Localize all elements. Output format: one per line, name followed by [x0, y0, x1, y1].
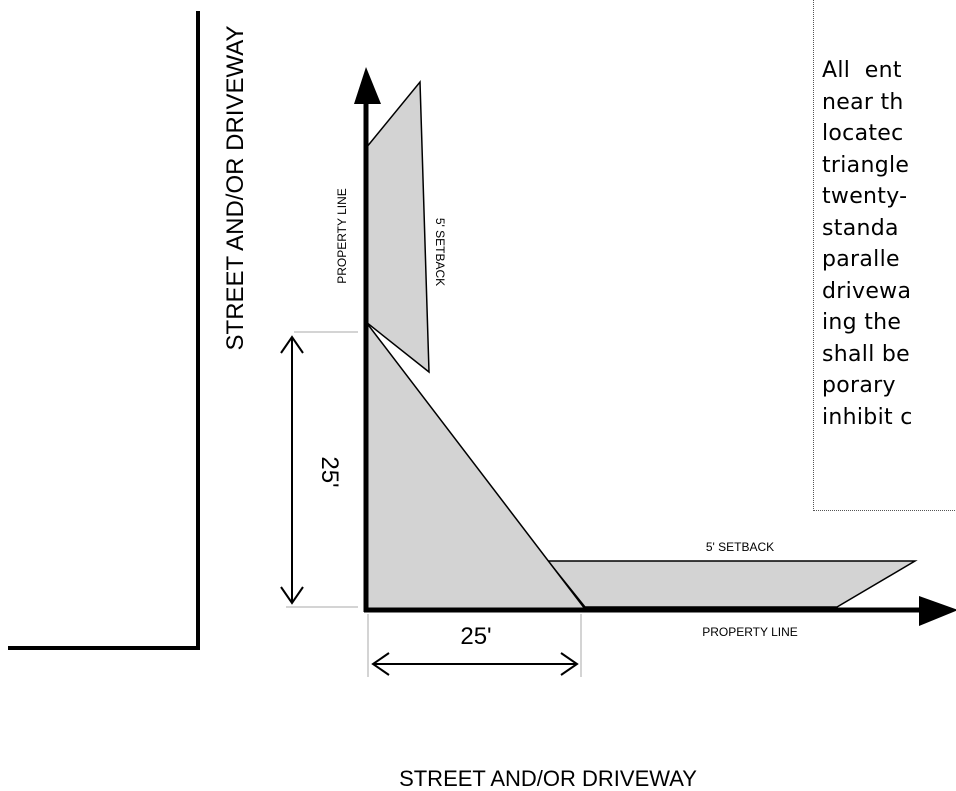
sight-triangle [365, 319, 587, 610]
note-line: drivewa [822, 278, 912, 304]
note-line: locatec [822, 121, 904, 146]
dim-arrowhead-right-icon [560, 652, 579, 676]
arrow-up-icon [354, 67, 381, 104]
vertical-setback-strip [365, 79, 430, 374]
note-line: All ent [822, 58, 902, 83]
street-edge-line [8, 11, 200, 650]
dim-label-horizontal: 25' [460, 623, 491, 650]
arrow-right-icon [919, 596, 956, 626]
note-line: inhibit c [822, 404, 913, 430]
note-line: ing the [822, 310, 902, 335]
note-line: twenty- [822, 184, 908, 209]
street-label-bottom: STREET AND/OR DRIVEWAY [399, 766, 697, 791]
dim-arrowhead-left-icon [371, 652, 390, 676]
note-line: near th [822, 89, 904, 115]
horizontal-setback-strip [546, 560, 918, 608]
note-text: All ent near th locatec triangle twenty-… [822, 55, 913, 433]
dim-arrowhead-top-icon [280, 335, 304, 354]
note-box: All ent near th locatec triangle twenty-… [813, 0, 956, 511]
dim-label-vertical: 25' [316, 456, 343, 487]
note-line: triangle [822, 152, 910, 178]
note-line: porary [822, 373, 896, 398]
note-line: paralle [822, 247, 900, 272]
property-line-label-vertical: PROPERTY LINE [335, 188, 349, 284]
setback-label-vertical: 5' SETBACK [433, 218, 447, 286]
property-line-label-horizontal: PROPERTY LINE [702, 625, 798, 639]
dim-arrowhead-bottom-icon [280, 586, 304, 605]
note-line: standa [822, 215, 899, 241]
note-line: shall be [822, 341, 911, 367]
setback-label-horizontal: 5' SETBACK [706, 540, 774, 554]
street-label-left: STREET AND/OR DRIVEWAY [222, 26, 249, 351]
